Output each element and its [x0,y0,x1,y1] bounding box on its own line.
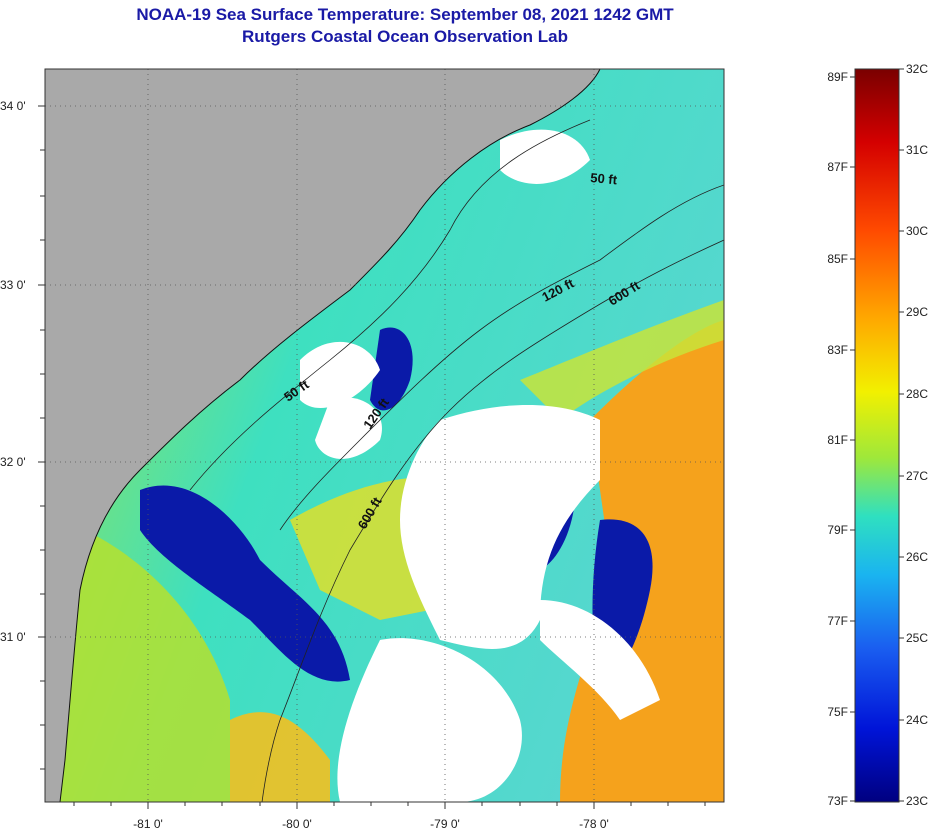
cbar-f-83: 83F [827,343,848,357]
contour-50ft [189,119,591,491]
gulf-stream-edge [520,300,724,420]
coastline [59,69,601,802]
lon-label-79: -79 0' [430,817,460,831]
contour-label-50ft-a: 50 ft [590,170,619,187]
cbar-f-85: 85F [827,252,848,266]
axis-ticks [38,105,706,809]
cbar-f-79: 79F [827,523,848,537]
cbar-c-27: 27C [906,469,928,483]
cloud-southeast [540,600,660,720]
graticule [45,69,724,802]
cbar-c-23: 23C [906,794,928,808]
land-mass [45,69,600,802]
cloud-northeast [500,129,590,184]
cbar-c-32: 32C [906,62,928,76]
lat-label-34: 34 0' [0,99,26,113]
plot-frame [44,68,725,803]
cbar-f-87: 87F [827,160,848,174]
cbar-f-81: 81F [827,433,848,447]
cbar-f-73: 73F [827,794,848,808]
lat-label-33: 33 0' [0,278,26,292]
cold-patch-north [370,327,413,411]
lat-label-31: 31 0' [0,630,26,644]
south-warm-patch [230,712,330,802]
colorbar [854,68,900,803]
cbar-c-31: 31C [906,143,928,157]
cloud-south [337,638,522,802]
cbar-c-25: 25C [906,631,928,645]
cbar-c-24: 24C [906,713,928,727]
cbar-c-28: 28C [906,387,928,401]
contour-600ft [261,239,724,802]
contour-120ft [279,184,724,531]
colorbar-ticks [850,68,904,802]
map-subtitle: Rutgers Coastal Ocean Observation Lab [242,27,568,46]
lon-label-81: -81 0' [133,817,163,831]
lat-label-32: 32 0' [0,455,26,469]
lon-label-78: -78 0' [579,817,609,831]
cloud-north [300,341,380,409]
cbar-f-75: 75F [827,705,848,719]
cloud-coastal [315,397,382,459]
cold-patch-south [140,485,350,682]
cbar-c-26: 26C [906,550,928,564]
cbar-f-77: 77F [827,614,848,628]
cloud-center [400,405,600,649]
cbar-f-89: 89F [827,70,848,84]
cbar-c-29: 29C [906,305,928,319]
cbar-c-30: 30C [906,224,928,238]
lon-label-80: -80 0' [282,817,312,831]
shelf-warm-patch [45,520,230,802]
map-title: NOAA-19 Sea Surface Temperature: Septemb… [136,5,674,24]
